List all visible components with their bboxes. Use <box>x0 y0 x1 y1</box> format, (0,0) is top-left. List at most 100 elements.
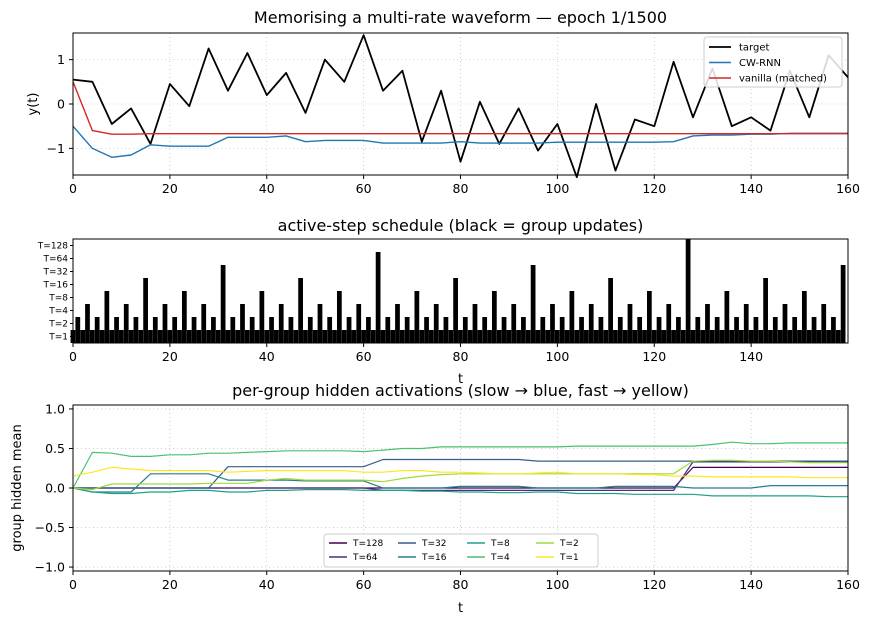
schedule-bar <box>303 330 308 343</box>
activations-series <box>72 441 848 498</box>
schedule-bar <box>361 330 366 343</box>
schedule-bar <box>496 330 502 343</box>
schedule-bar <box>530 265 536 343</box>
schedule-bar <box>230 317 236 343</box>
series-line-t-16 <box>72 473 848 493</box>
schedule-bar <box>225 330 231 343</box>
legend-label-t-2: T=2 <box>559 539 579 549</box>
schedule-bar <box>114 317 119 343</box>
schedule-bar <box>215 330 221 343</box>
schedule-bar <box>787 330 793 343</box>
schedule-bar <box>724 291 730 343</box>
x-tick-label: 80 <box>453 577 469 592</box>
schedule-bar <box>433 304 439 343</box>
schedule-bar <box>685 239 691 343</box>
schedule-bar <box>739 330 744 343</box>
schedule-bar <box>826 330 831 343</box>
y-tick-label: T=1 <box>48 333 68 343</box>
schedule-bar <box>719 330 725 343</box>
legend-label-t-1: T=1 <box>559 553 579 563</box>
schedule-bar <box>152 317 158 343</box>
schedule-bar <box>637 317 643 343</box>
x-tick-label: 80 <box>453 349 469 364</box>
activations-yticks: 1.0 0.5 0.0 −0.5 −1.0 <box>35 401 73 575</box>
schedule-bar <box>375 252 381 343</box>
schedule-bar <box>356 304 362 343</box>
activations-title: per-group hidden activations (slow → blu… <box>232 381 689 400</box>
legend-label-cw-rnn: CW-RNN <box>739 58 781 69</box>
waveform-legend: target CW-RNN vanilla (matched) <box>703 36 843 88</box>
schedule-bar <box>322 330 328 343</box>
schedule-bar <box>399 330 405 343</box>
schedule-bar <box>341 330 347 343</box>
legend-label-target: target <box>739 43 769 54</box>
y-tick-label: 1 <box>57 52 65 67</box>
schedule-bar <box>201 304 207 343</box>
x-tick-label: 120 <box>642 181 666 196</box>
schedule-bar <box>816 330 822 343</box>
schedule-bar <box>99 330 105 343</box>
schedule-bar <box>346 317 352 343</box>
series-line-vanilla-matched <box>72 81 848 135</box>
schedule-bar <box>162 304 168 343</box>
schedule-bar <box>429 330 434 343</box>
y-tick-label: 0.0 <box>45 481 65 496</box>
schedule-bar <box>521 317 526 343</box>
schedule-bar <box>603 330 609 343</box>
series-line-t-4 <box>72 441 848 489</box>
x-tick-label: 40 <box>259 181 275 196</box>
schedule-bar <box>482 317 488 343</box>
y-tick-label: −0.5 <box>35 520 65 535</box>
schedule-bar <box>501 317 507 343</box>
legend-label-t-16: T=16 <box>421 553 447 563</box>
schedule-bar <box>269 317 274 343</box>
schedule-bar <box>671 330 676 343</box>
schedule-bar <box>806 330 812 343</box>
waveform-xticks: 0 20 40 60 80 100 120 140 160 <box>69 175 860 196</box>
schedule-bar <box>298 278 303 343</box>
schedule-bar <box>472 304 478 343</box>
schedule-bar <box>332 330 337 343</box>
x-tick-label: 100 <box>545 349 569 364</box>
y-tick-label: T=64 <box>43 255 69 265</box>
series-line-t-1 <box>72 466 848 479</box>
schedule-bar <box>119 330 124 343</box>
x-tick-label: 120 <box>642 349 666 364</box>
schedule-bar <box>584 330 589 343</box>
schedule-bar <box>506 330 512 343</box>
y-tick-label: T=4 <box>48 307 68 317</box>
schedule-bar <box>211 317 216 343</box>
schedule-bar <box>438 330 444 343</box>
schedule-bar <box>574 330 580 343</box>
schedule-title: active-step schedule (black = group upda… <box>278 216 644 235</box>
x-tick-label: 140 <box>739 349 763 364</box>
schedule-plot-area <box>73 239 848 343</box>
legend-label-t-4: T=4 <box>490 553 510 563</box>
schedule-bar <box>366 317 371 343</box>
schedule-bar <box>777 330 783 343</box>
x-tick-label: 20 <box>162 577 178 592</box>
schedule-bar <box>627 304 633 343</box>
legend-label-vanilla-matched: vanilla (matched) <box>739 74 827 85</box>
schedule-bar <box>235 330 241 343</box>
schedule-bar <box>448 330 454 343</box>
schedule-bar <box>177 330 182 343</box>
schedule-bar <box>477 330 483 343</box>
schedule-bar <box>395 304 400 343</box>
schedule-bar <box>598 317 604 343</box>
x-tick-label: 0 <box>69 577 77 592</box>
schedule-bars <box>70 239 846 343</box>
x-tick-label: 0 <box>69 349 77 364</box>
schedule-bar <box>462 317 468 343</box>
schedule-bar <box>143 278 148 343</box>
schedule-bar <box>249 317 255 343</box>
schedule-bar <box>133 317 139 343</box>
schedule-bar <box>797 330 802 343</box>
waveform-title: Memorising a multi-rate waveform — epoch… <box>254 8 667 27</box>
activations-legend: T=128 T=64 T=32 T=16 T=8 T=4 T=2 T=1 <box>323 533 599 568</box>
schedule-bar <box>487 330 492 343</box>
schedule-bar <box>278 304 284 343</box>
schedule-bar <box>700 330 706 343</box>
schedule-bar <box>293 330 299 343</box>
